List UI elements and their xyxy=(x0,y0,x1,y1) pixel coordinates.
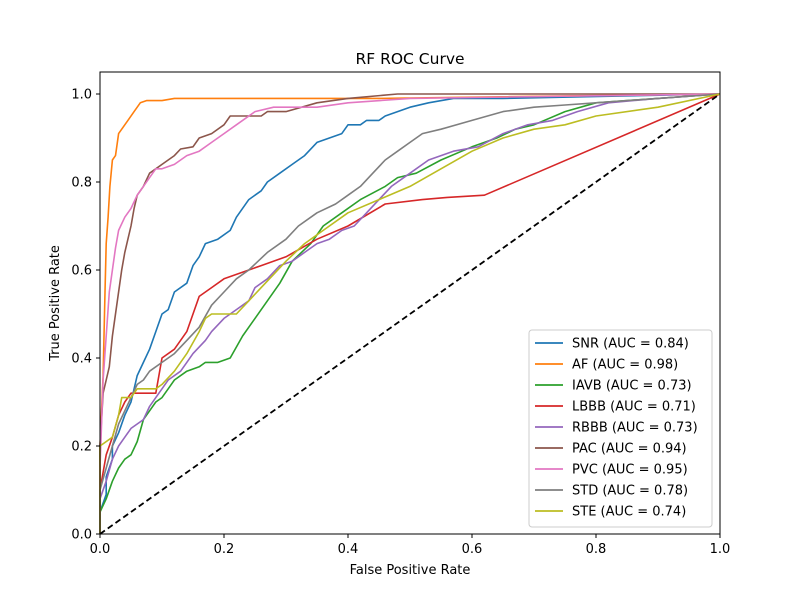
legend-label-4: RBBB (AUC = 0.73) xyxy=(572,421,698,436)
plot-frame xyxy=(99,71,721,535)
series-line-4 xyxy=(99,93,721,534)
legend-label-1: AF (AUC = 0.98) xyxy=(572,358,678,373)
legend-label-6: PVC (AUC = 0.95) xyxy=(572,463,688,478)
x-tick-label: 0.8 xyxy=(586,542,607,557)
legend-label-0: SNR (AUC = 0.84) xyxy=(572,337,689,352)
legend-label-3: LBBB (AUC = 0.71) xyxy=(572,400,696,415)
diagonal-layer xyxy=(99,93,721,535)
legend-label-8: STE (AUC = 0.74) xyxy=(572,505,686,520)
y-tick-label: 0.6 xyxy=(71,264,92,279)
series-line-5 xyxy=(99,93,720,534)
x-tick-label: 0.4 xyxy=(338,542,359,557)
x-tick-label: 0.6 xyxy=(462,542,483,557)
x-tick-label: 0.2 xyxy=(214,542,235,557)
y-tick-label: 0.4 xyxy=(71,352,92,367)
legend-label-2: IAVB (AUC = 0.73) xyxy=(572,379,692,394)
x-tick-label: 1.0 xyxy=(710,542,731,557)
y-tick-label: 0.2 xyxy=(71,440,92,455)
y-axis-title: True Positive Rate xyxy=(48,245,63,362)
y-axis: 0.0 0.2 0.4 0.6 0.8 1.0 xyxy=(71,88,100,543)
chart-title: RF ROC Curve xyxy=(355,50,464,68)
y-tick-label: 0.0 xyxy=(71,528,92,543)
y-tick-label: 1.0 xyxy=(71,88,92,103)
x-axis-title: False Positive Rate xyxy=(350,563,471,578)
x-axis: 0.0 0.2 0.4 0.6 0.8 1.0 xyxy=(90,534,731,557)
series-line-6 xyxy=(99,93,721,534)
chance-diagonal-line xyxy=(99,93,721,535)
series-layer xyxy=(99,93,721,534)
legend-box xyxy=(528,329,713,528)
series-line-2 xyxy=(99,93,721,534)
series-line-0 xyxy=(99,93,721,534)
x-tick-label: 0.0 xyxy=(90,542,111,557)
legend-label-5: PAC (AUC = 0.94) xyxy=(572,442,687,457)
series-line-1 xyxy=(99,93,721,534)
legend: SNR (AUC = 0.84) AF (AUC = 0.98) IAVB (AUC… xyxy=(528,329,713,528)
legend-label-7: STD (AUC = 0.78) xyxy=(572,484,688,499)
y-tick-label: 0.8 xyxy=(71,176,92,191)
series-line-8 xyxy=(99,93,721,534)
